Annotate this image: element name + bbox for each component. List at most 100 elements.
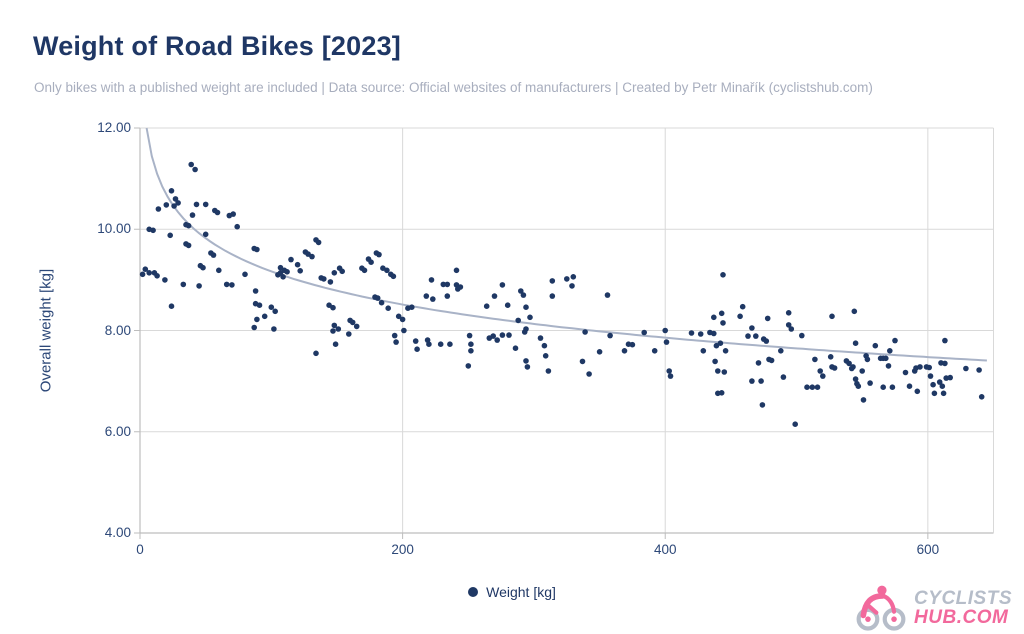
y-tick-label: 6.00 [104,423,131,439]
data-point [202,231,209,238]
data-point [214,209,221,216]
data-point [313,350,319,357]
data-point [549,278,556,284]
data-point [288,256,294,263]
data-point [185,242,192,249]
data-point [788,326,795,332]
data-point [202,201,209,208]
data-point [867,380,873,386]
data-point [455,286,461,292]
data-point [712,358,718,365]
data-point [378,299,385,306]
data-point [883,355,889,362]
data-point [453,267,460,274]
data-point [586,371,592,377]
data-point [447,341,453,348]
data-point [855,383,862,390]
data-point [189,212,196,218]
data-point [518,288,524,294]
data-point [146,270,152,276]
data-point [722,348,729,354]
data-point [718,390,725,396]
data-point [494,337,501,343]
chart-title: Weight of Road Bikes [2023] [33,31,401,61]
data-point [846,360,852,367]
data-point [814,384,821,391]
data-point [332,341,339,348]
data-point [376,251,382,258]
data-point [256,302,263,309]
data-point [331,270,338,276]
data-point [384,267,390,274]
data-point [512,345,519,352]
data-point [172,196,179,202]
data-point [275,272,281,278]
data-point [163,202,170,208]
data-point [737,313,743,320]
data-point [150,227,156,234]
x-tick-label: 400 [653,542,677,557]
data-point [483,303,490,310]
data-point [523,304,529,311]
data-point [978,394,985,400]
data-point [662,327,668,334]
data-point [468,341,474,348]
data-point [515,317,521,324]
data-point [139,271,146,278]
data-point [440,281,447,288]
data-point [444,293,451,299]
data-point [430,296,436,302]
data-point [850,364,856,370]
data-point [667,373,674,379]
x-tick-label: 0 [136,542,144,557]
data-point [444,281,451,288]
data-point [154,273,160,279]
data-point [193,201,200,208]
data-point [651,348,658,354]
data-point [466,332,473,339]
data-point [229,282,235,288]
cyclistshub-logo[interactable]: CYCLISTS HUB.COM [854,583,1012,633]
data-point [892,337,898,344]
data-point [353,323,360,330]
data-point [180,281,187,288]
data-point [330,328,336,334]
data-point [527,314,533,321]
data-point [391,332,398,339]
data-point [401,327,407,334]
data-point [763,338,770,344]
data-point [261,313,268,320]
data-point [216,267,222,274]
data-point [524,364,531,370]
data-point [330,304,336,311]
data-point [755,360,762,366]
data-point [621,348,628,354]
data-point [491,293,498,299]
data-point [768,357,775,364]
data-point [889,384,896,391]
data-point [758,378,764,384]
data-point [168,188,175,194]
data-point [426,341,432,348]
data-point [831,365,838,371]
data-point [409,304,415,311]
data-point [939,383,946,390]
data-point [942,337,948,344]
data-point [711,330,717,337]
data-point [167,232,173,239]
data-point [715,368,721,374]
data-point [604,292,611,298]
data-point [880,384,886,391]
y-tick-label: 10.00 [97,221,131,237]
data-point [390,273,397,280]
data-point [349,319,356,326]
data-point [542,353,549,359]
data-point [749,325,755,331]
data-point [437,341,444,348]
data-point [827,354,834,360]
data-point [749,378,755,384]
data-point [185,222,192,229]
data-point [927,373,934,379]
